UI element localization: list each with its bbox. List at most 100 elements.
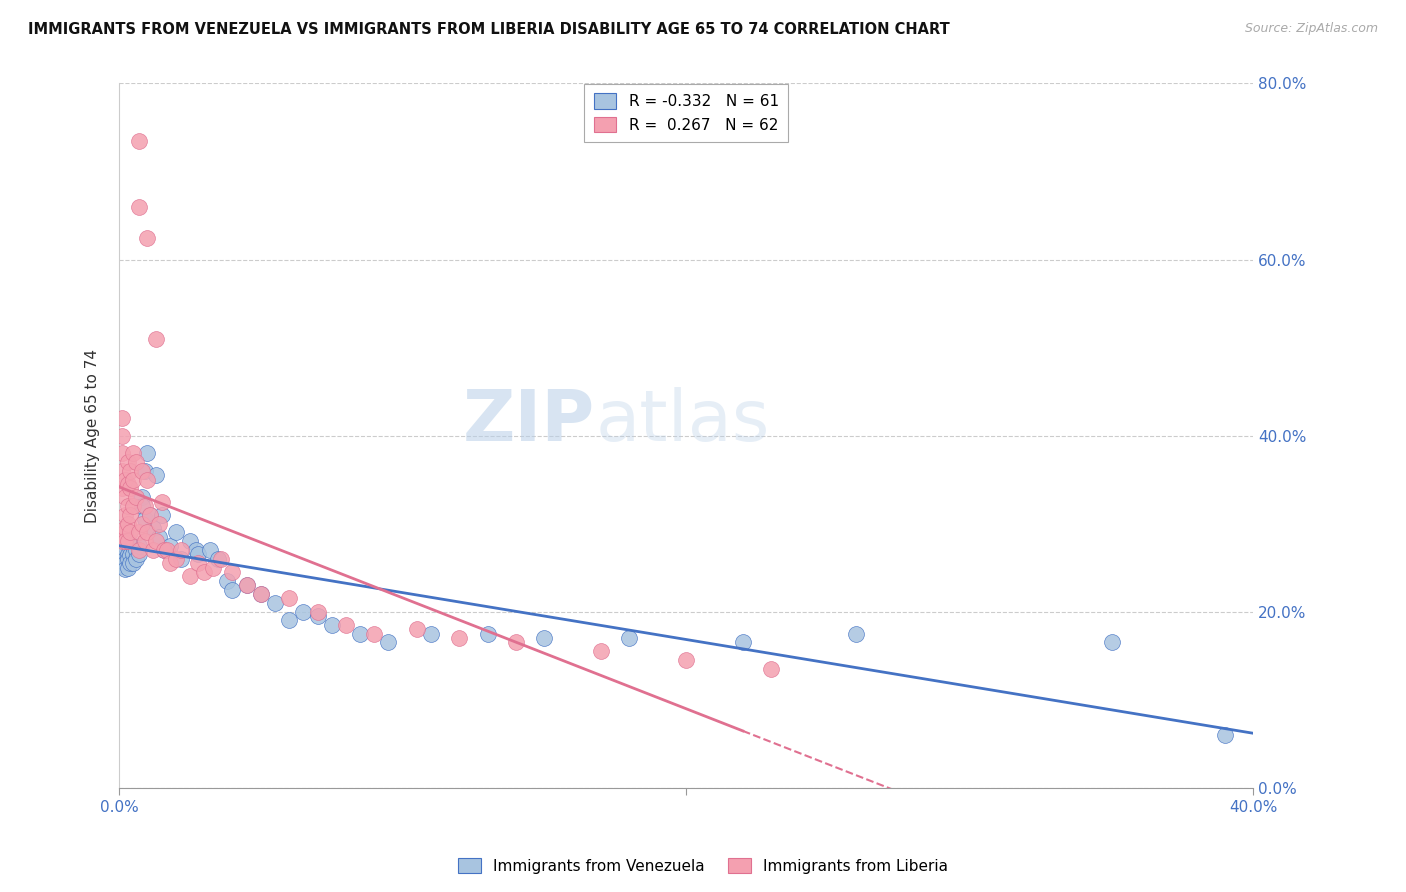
- Point: [117, 534, 139, 549]
- Point: [117, 477, 139, 491]
- Point: [128, 200, 150, 214]
- Point: [159, 539, 181, 553]
- Point: [477, 626, 499, 640]
- Point: [731, 635, 754, 649]
- Point: [377, 635, 399, 649]
- Point: [128, 539, 150, 553]
- Point: [292, 605, 315, 619]
- Point: [1213, 728, 1236, 742]
- Point: [165, 525, 187, 540]
- Point: [198, 543, 221, 558]
- Point: [122, 548, 145, 562]
- Point: [120, 541, 142, 556]
- Point: [131, 499, 153, 513]
- Point: [114, 473, 136, 487]
- Point: [117, 560, 139, 574]
- Point: [111, 558, 134, 573]
- Point: [136, 525, 159, 540]
- Point: [128, 525, 150, 540]
- Legend: Immigrants from Venezuela, Immigrants from Liberia: Immigrants from Venezuela, Immigrants fr…: [451, 852, 955, 880]
- Point: [187, 556, 209, 570]
- Point: [449, 631, 471, 645]
- Point: [221, 565, 243, 579]
- Point: [120, 482, 142, 496]
- Point: [349, 626, 371, 640]
- Y-axis label: Disability Age 65 to 74: Disability Age 65 to 74: [86, 349, 100, 523]
- Point: [1101, 635, 1123, 649]
- Text: IMMIGRANTS FROM VENEZUELA VS IMMIGRANTS FROM LIBERIA DISABILITY AGE 65 TO 74 COR: IMMIGRANTS FROM VENEZUELA VS IMMIGRANTS …: [28, 22, 950, 37]
- Point: [193, 565, 215, 579]
- Point: [122, 446, 145, 460]
- Point: [307, 609, 329, 624]
- Point: [159, 556, 181, 570]
- Point: [120, 508, 142, 522]
- Point: [278, 614, 301, 628]
- Point: [125, 455, 148, 469]
- Point: [675, 653, 697, 667]
- Point: [209, 552, 232, 566]
- Point: [114, 534, 136, 549]
- Point: [114, 521, 136, 535]
- Point: [845, 626, 868, 640]
- Point: [111, 464, 134, 478]
- Point: [114, 552, 136, 566]
- Point: [142, 521, 165, 535]
- Point: [125, 543, 148, 558]
- Point: [120, 525, 142, 540]
- Point: [117, 516, 139, 531]
- Point: [145, 534, 167, 549]
- Point: [120, 549, 142, 563]
- Point: [153, 543, 176, 558]
- Point: [111, 482, 134, 496]
- Point: [134, 534, 156, 549]
- Point: [114, 490, 136, 504]
- Text: ZIP: ZIP: [463, 387, 595, 456]
- Point: [114, 562, 136, 576]
- Point: [122, 539, 145, 553]
- Point: [150, 508, 173, 522]
- Point: [134, 464, 156, 478]
- Point: [120, 556, 142, 570]
- Point: [117, 548, 139, 562]
- Point: [187, 548, 209, 562]
- Point: [122, 499, 145, 513]
- Point: [150, 494, 173, 508]
- Point: [201, 560, 224, 574]
- Point: [125, 552, 148, 566]
- Point: [111, 411, 134, 425]
- Point: [619, 631, 641, 645]
- Point: [128, 134, 150, 148]
- Point: [170, 543, 193, 558]
- Point: [148, 516, 170, 531]
- Point: [145, 468, 167, 483]
- Point: [321, 618, 343, 632]
- Point: [136, 446, 159, 460]
- Point: [278, 591, 301, 606]
- Point: [221, 582, 243, 597]
- Text: Source: ZipAtlas.com: Source: ZipAtlas.com: [1244, 22, 1378, 36]
- Point: [148, 530, 170, 544]
- Point: [117, 552, 139, 566]
- Point: [111, 543, 134, 558]
- Point: [591, 644, 613, 658]
- Point: [134, 499, 156, 513]
- Point: [117, 455, 139, 469]
- Point: [111, 553, 134, 567]
- Point: [184, 543, 207, 558]
- Point: [264, 596, 287, 610]
- Point: [307, 605, 329, 619]
- Point: [114, 545, 136, 559]
- Point: [117, 536, 139, 550]
- Point: [122, 556, 145, 570]
- Point: [128, 548, 150, 562]
- Point: [179, 534, 201, 549]
- Point: [139, 508, 162, 522]
- Point: [136, 230, 159, 244]
- Point: [420, 626, 443, 640]
- Point: [114, 556, 136, 570]
- Point: [136, 473, 159, 487]
- Point: [111, 446, 134, 460]
- Point: [145, 332, 167, 346]
- Point: [533, 631, 555, 645]
- Point: [170, 552, 193, 566]
